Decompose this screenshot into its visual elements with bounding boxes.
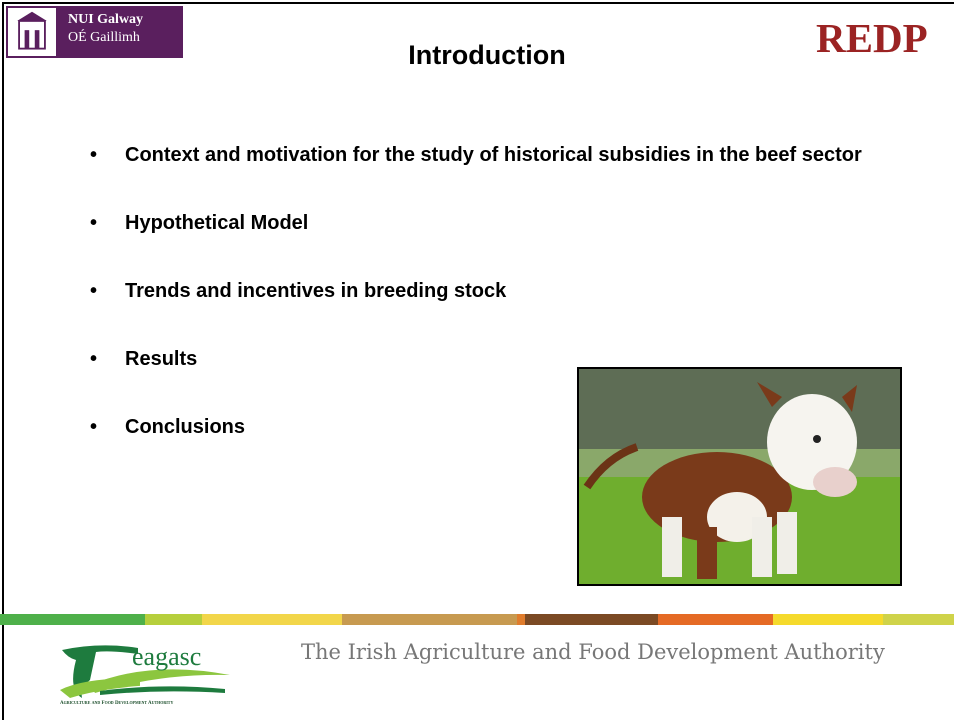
bullet: Hypothetical Model (90, 210, 880, 237)
color-stripe (0, 614, 954, 625)
teagasc-subtitle: Agriculture and Food Development Authori… (60, 700, 173, 706)
university-name: NUI Galway (68, 12, 143, 28)
slide-title: Introduction (0, 40, 954, 71)
footer-tagline: The Irish Agriculture and Food Developme… (301, 640, 885, 664)
bullet: Trends and incentives in breeding stock (90, 278, 880, 305)
calf-photo (577, 367, 902, 586)
brand-logo: REDP (816, 14, 928, 62)
bullet: Context and motivation for the study of … (90, 142, 880, 169)
slide: NUI Galway OÉ Gaillimh Introduction REDP… (0, 0, 954, 720)
teagasc-wordmark: eagasc (132, 642, 201, 672)
